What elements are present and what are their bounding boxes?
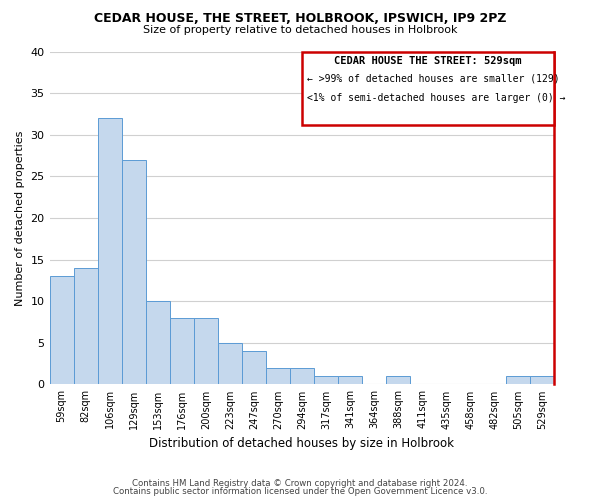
Text: Size of property relative to detached houses in Holbrook: Size of property relative to detached ho… bbox=[143, 25, 457, 35]
Bar bbox=[122, 160, 146, 384]
Bar bbox=[74, 268, 98, 384]
Bar bbox=[386, 376, 410, 384]
Text: CEDAR HOUSE, THE STREET, HOLBROOK, IPSWICH, IP9 2PZ: CEDAR HOUSE, THE STREET, HOLBROOK, IPSWI… bbox=[94, 12, 506, 26]
Y-axis label: Number of detached properties: Number of detached properties bbox=[15, 130, 25, 306]
Bar bbox=[314, 376, 338, 384]
Text: CEDAR HOUSE THE STREET: 529sqm: CEDAR HOUSE THE STREET: 529sqm bbox=[334, 56, 522, 66]
Bar bbox=[50, 276, 74, 384]
Bar bbox=[146, 301, 170, 384]
Text: <1% of semi-detached houses are larger (0) →: <1% of semi-detached houses are larger (… bbox=[307, 93, 565, 103]
Bar bbox=[194, 318, 218, 384]
FancyBboxPatch shape bbox=[302, 52, 554, 125]
Bar bbox=[506, 376, 530, 384]
Bar bbox=[170, 318, 194, 384]
Bar bbox=[266, 368, 290, 384]
Bar bbox=[242, 351, 266, 384]
Bar bbox=[290, 368, 314, 384]
Text: ← >99% of detached houses are smaller (129): ← >99% of detached houses are smaller (1… bbox=[307, 73, 560, 83]
Text: Contains HM Land Registry data © Crown copyright and database right 2024.: Contains HM Land Registry data © Crown c… bbox=[132, 478, 468, 488]
Bar bbox=[338, 376, 362, 384]
Text: Contains public sector information licensed under the Open Government Licence v3: Contains public sector information licen… bbox=[113, 487, 487, 496]
Bar bbox=[218, 343, 242, 384]
Bar bbox=[530, 376, 554, 384]
X-axis label: Distribution of detached houses by size in Holbrook: Distribution of detached houses by size … bbox=[149, 437, 454, 450]
Bar bbox=[98, 118, 122, 384]
